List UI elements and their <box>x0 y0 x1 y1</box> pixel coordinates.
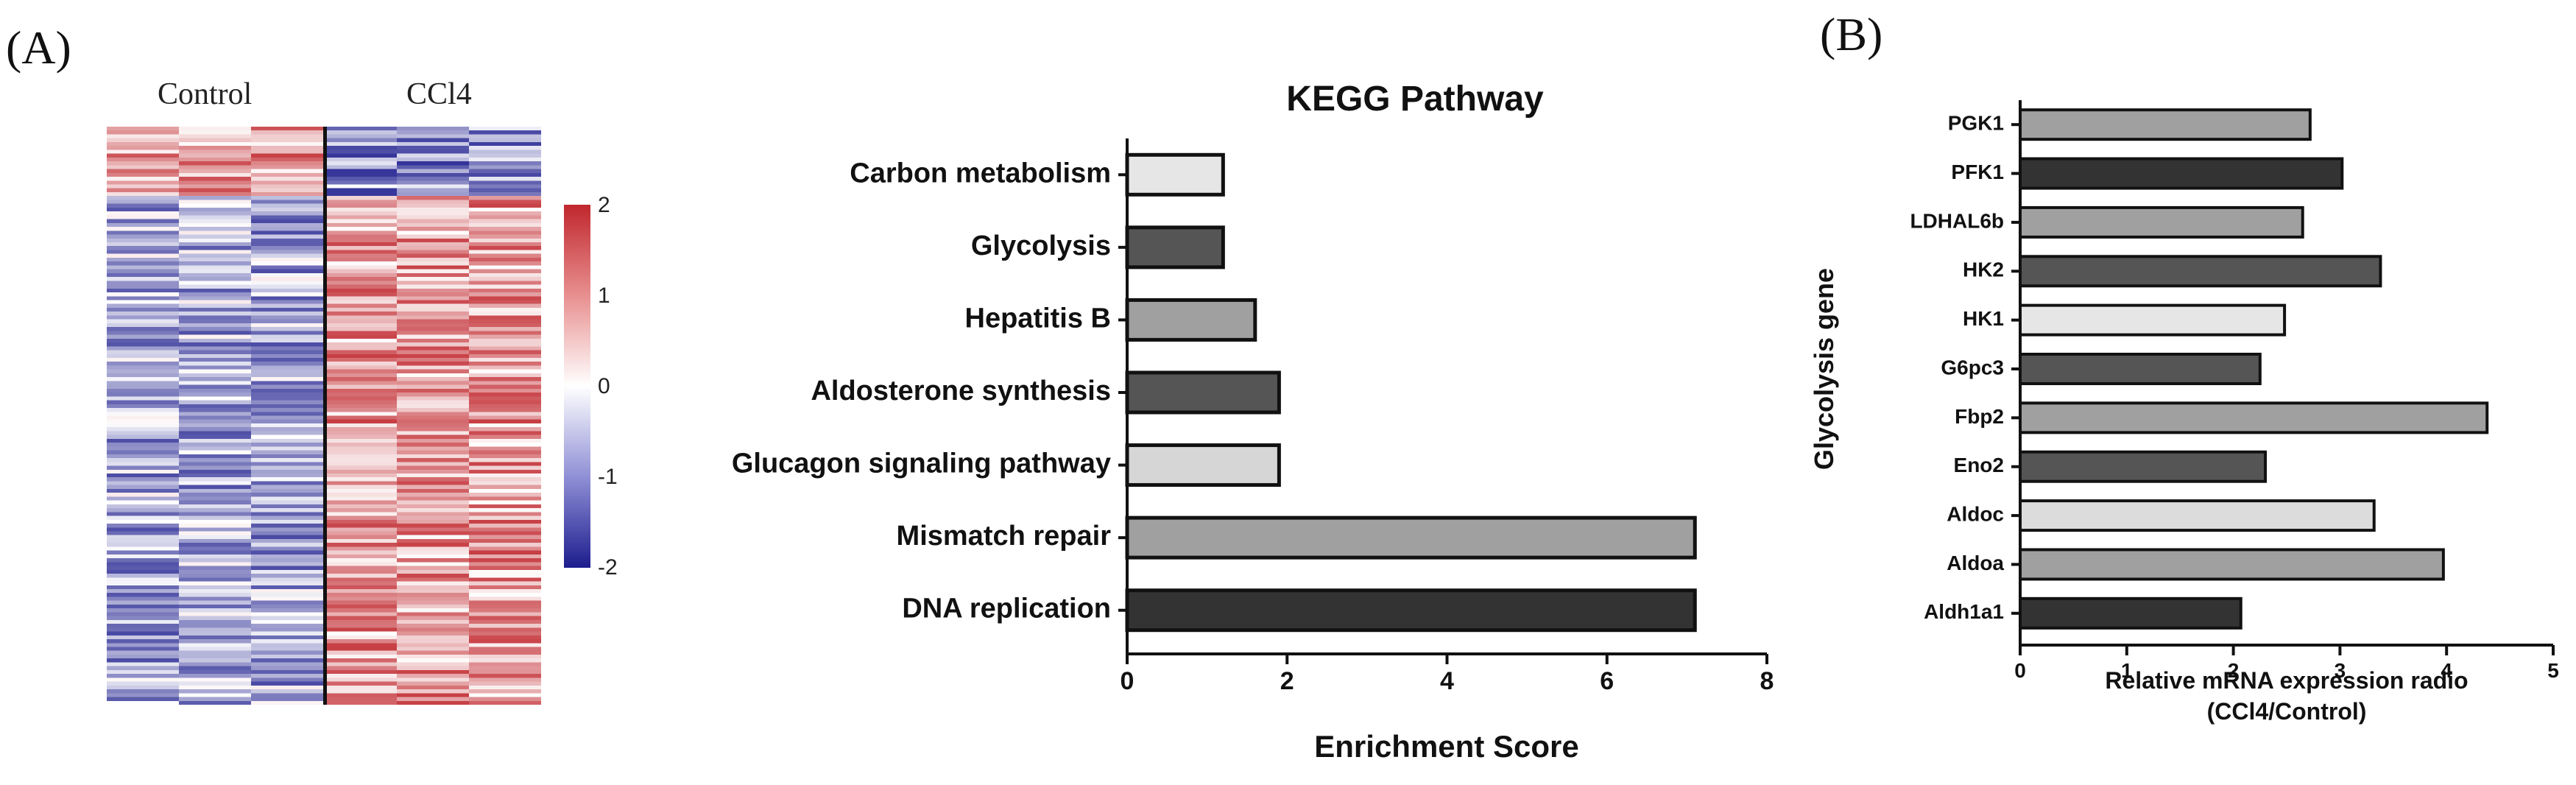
category-label: Glucagon signaling pathway <box>732 448 1111 479</box>
x-tick-label: 3 <box>2335 659 2346 682</box>
bar <box>2019 499 2376 532</box>
heatmap-column <box>251 127 323 705</box>
heatmap-colorbar <box>564 205 590 568</box>
x-tick-label: 5 <box>2547 659 2559 682</box>
bar <box>2019 108 2312 141</box>
category-label: LDHAL6b <box>1910 209 2004 232</box>
chart-title: KEGG Pathway <box>1286 80 1544 119</box>
heatmap-column <box>107 127 179 705</box>
colorbar-tick-label: -1 <box>598 465 618 489</box>
bar <box>2019 596 2242 630</box>
category-label: Aldosterone synthesis <box>811 376 1111 406</box>
x-tick-label: 0 <box>1121 667 1135 695</box>
category-label: Fbp2 <box>1955 405 2004 428</box>
colorbar-tick-label: -2 <box>598 555 618 580</box>
category-label: HK2 <box>1963 258 2004 281</box>
heatmap-group-divider <box>323 127 327 705</box>
x-tick-label: 6 <box>1600 667 1614 695</box>
x-tick-label: 1 <box>2121 659 2133 682</box>
expression-heatmap <box>107 127 541 705</box>
heatmap-column <box>397 127 469 705</box>
bar <box>2019 450 2268 483</box>
colorbar-tick-label: 0 <box>598 374 610 398</box>
panel-label-b: (B) <box>1820 8 1883 60</box>
heatmap-column <box>325 127 397 705</box>
bar <box>2019 548 2445 581</box>
category-label: Aldh1a1 <box>1924 600 2004 623</box>
x-axis-subtitle: (CCl4/Control) <box>2207 698 2367 725</box>
category-label: DNA replication <box>902 594 1111 624</box>
x-tick-label: 8 <box>1760 667 1774 695</box>
bar <box>1125 225 1225 270</box>
category-label: Aldoc <box>1947 502 2004 525</box>
colorbar-tick-label: 2 <box>598 193 610 217</box>
x-axis-title: Enrichment Score <box>1314 729 1578 764</box>
colorbar-tick-label: 1 <box>598 284 610 308</box>
category-label: G6pc3 <box>1941 356 2004 379</box>
y-axis-title: Glycolysis gene <box>1809 268 1839 470</box>
heatmap-group-label-ccl4: CCl4 <box>406 77 472 111</box>
bar <box>2019 401 2489 434</box>
category-label: Hepatitis B <box>965 303 1111 334</box>
category-label: PGK1 <box>1948 112 2004 135</box>
x-tick-label: 4 <box>2441 659 2452 682</box>
x-tick-label: 2 <box>1280 667 1294 695</box>
x-tick-label: 0 <box>2014 659 2026 682</box>
bar <box>2019 205 2304 239</box>
heatmap-column <box>179 127 251 705</box>
bar <box>2019 255 2382 288</box>
category-label: Carbon metabolism <box>850 158 1111 189</box>
bar <box>2019 157 2344 190</box>
heatmap-group-label-control: Control <box>158 77 253 111</box>
bar <box>2019 353 2262 385</box>
category-label: Mismatch repair <box>897 521 1112 552</box>
x-tick-label: 2 <box>2228 659 2240 682</box>
bar <box>1125 443 1281 487</box>
panel-label-a: (A) <box>6 21 71 74</box>
category-label: HK1 <box>1963 307 2004 330</box>
heatmap-column <box>469 127 541 705</box>
category-label: Glycolysis <box>971 230 1111 261</box>
bar <box>1125 515 1697 560</box>
x-tick-label: 4 <box>1440 667 1454 695</box>
bar <box>1125 588 1697 633</box>
category-label: Aldoa <box>1947 552 2004 574</box>
category-label: Eno2 <box>1954 454 2004 476</box>
x-axis-title: Relative mRNA expression radio <box>2105 667 2468 694</box>
category-label: PFK1 <box>1951 161 2004 183</box>
bar <box>2019 303 2287 337</box>
